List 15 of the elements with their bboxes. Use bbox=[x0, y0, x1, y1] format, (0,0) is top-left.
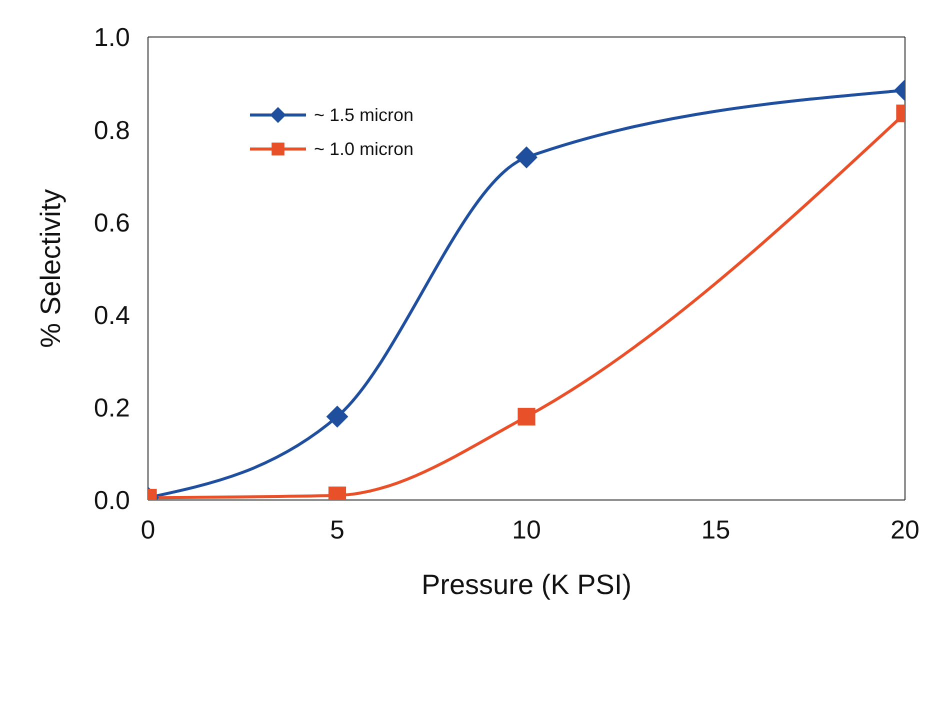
y-tick-label: 0.6 bbox=[94, 207, 130, 238]
y-tick-label: 0.0 bbox=[94, 485, 130, 516]
y-tick-label: 0.2 bbox=[94, 392, 130, 423]
y-tick-label: 0.8 bbox=[94, 114, 130, 145]
legend-label: ~ 1.5 micron bbox=[314, 104, 414, 126]
y-axis-title: % Selectivity bbox=[34, 189, 66, 348]
x-tick-label: 15 bbox=[701, 514, 730, 544]
x-axis-title: Pressure (K PSI) bbox=[421, 569, 632, 600]
y-tick-label: 0.4 bbox=[94, 300, 130, 330]
x-tick-label: 0 bbox=[140, 514, 156, 544]
legend-label: ~ 1.0 micron bbox=[314, 138, 414, 160]
y-tick-label: 1.0 bbox=[94, 22, 130, 52]
x-tick-label: 20 bbox=[890, 514, 920, 544]
x-tick-label: 10 bbox=[512, 514, 541, 544]
x-tick-label: 5 bbox=[330, 514, 344, 544]
